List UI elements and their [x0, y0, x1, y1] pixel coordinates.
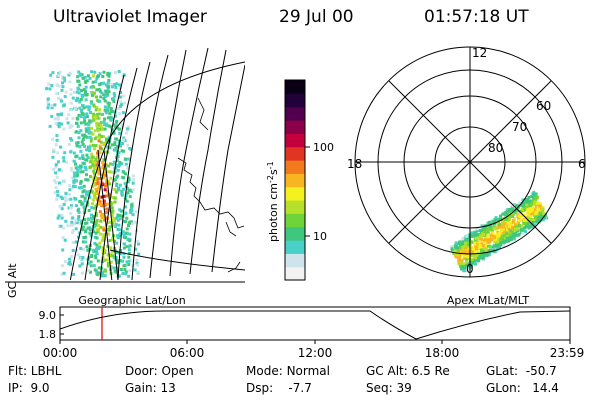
- param-gc-alt: GC Alt: 6.5 Re: [366, 364, 450, 378]
- param-door: Door: Open: [125, 364, 194, 378]
- param-seq: Seq: 39: [366, 381, 412, 395]
- timeline-plot: GC Alt 9.0 1.8 00:00 06:00 12:00 18:00 2…: [6, 263, 584, 360]
- colorbar-tick-10: 10: [313, 230, 327, 243]
- mlt-label-12: 12: [472, 46, 487, 60]
- mlt-label-6: 6: [578, 157, 586, 171]
- polar-panel-label: Apex MLat/MLT: [447, 294, 530, 307]
- time-tick-1200: 12:00: [298, 346, 333, 360]
- time-tick-1800: 18:00: [425, 346, 460, 360]
- date-label: 29 Jul 00: [279, 7, 354, 27]
- mlt-label-0: 0: [466, 262, 474, 276]
- colorbar-unit-label: photon cm-2s-1: [266, 161, 280, 242]
- color-bar: 100 10 photon cm-2s-1: [266, 79, 334, 281]
- time-label: 01:57:18 UT: [424, 7, 529, 27]
- mlat-label-70: 70: [512, 120, 527, 134]
- param-dsp: Dsp: -7.7: [246, 381, 312, 395]
- timeline-y-axis-label: GC Alt: [6, 263, 19, 298]
- time-tick-0000: 00:00: [43, 346, 78, 360]
- param-mode: Mode: Normal: [246, 364, 330, 378]
- time-tick-2359: 23:59: [550, 346, 585, 360]
- timeline-ymin: 1.8: [39, 328, 57, 341]
- geo-grid-lines: [69, 47, 245, 280]
- geo-panel-label: Geographic Lat/Lon: [78, 294, 185, 307]
- polar-grid: [354, 46, 586, 278]
- time-tick-0600: 06:00: [170, 346, 205, 360]
- param-glat: GLat: -50.7: [486, 364, 557, 378]
- param-flt: Flt: LBHL: [8, 364, 62, 378]
- geographic-image: [5, 47, 245, 283]
- colorbar-tick-100: 100: [313, 141, 334, 154]
- mlt-label-18: 18: [347, 157, 362, 171]
- altitude-curve: [59, 310, 571, 340]
- coastline: [177, 97, 245, 273]
- mlat-label-60: 60: [536, 99, 551, 113]
- instrument-title: Ultraviolet Imager: [53, 7, 207, 27]
- param-ip: IP: 9.0: [8, 381, 50, 395]
- param-glon: GLon: 14.4: [486, 381, 559, 395]
- mlat-label-80: 80: [488, 141, 503, 155]
- param-gain: Gain: 13: [125, 381, 176, 395]
- timeline-ymax: 9.0: [39, 309, 57, 322]
- polar-image: 12 18 6 0 60 70 80: [347, 46, 586, 278]
